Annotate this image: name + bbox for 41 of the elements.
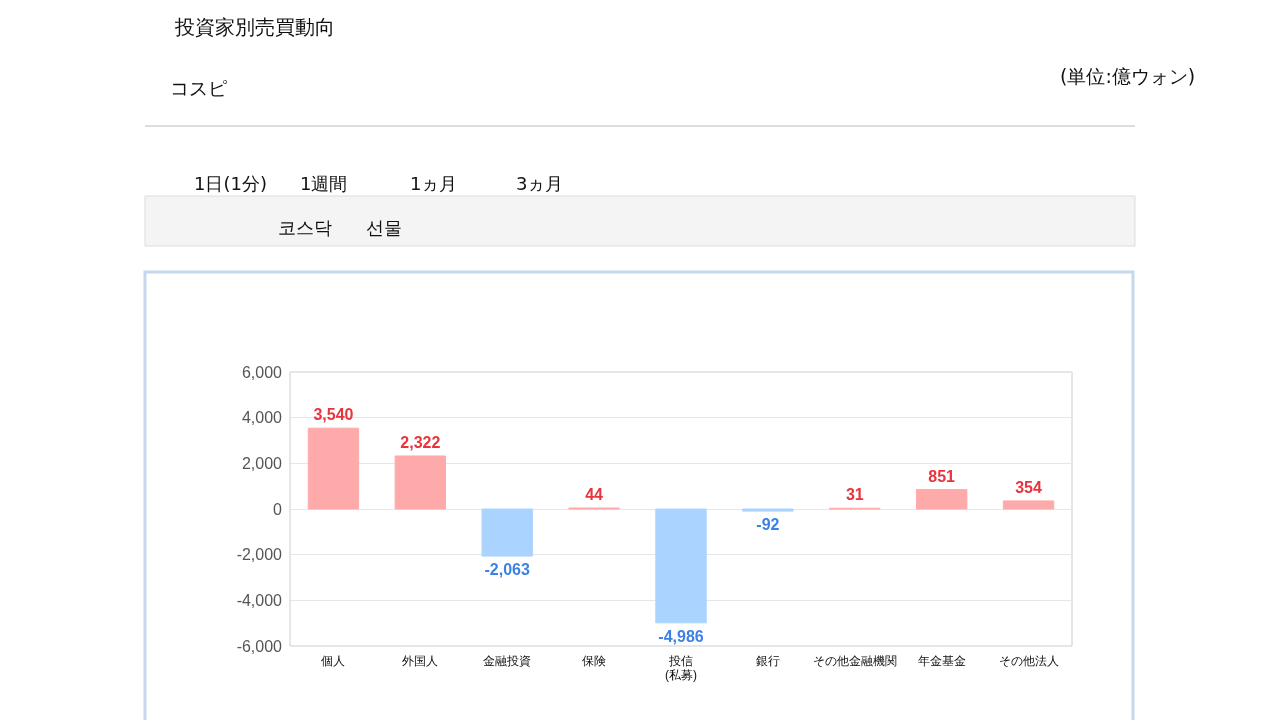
- data-label: 354: [1015, 478, 1042, 496]
- x-tick-label: 保険: [582, 654, 607, 668]
- data-label: 2,322: [400, 433, 441, 451]
- x-tick-label: 銀行: [755, 654, 780, 668]
- text: コスピ: [170, 76, 227, 99]
- y-tick-label: 2,000: [241, 454, 283, 472]
- y-tick-label: -6,000: [236, 637, 283, 655]
- data-label: 851: [928, 467, 956, 485]
- x-tick-label: その他金融機関: [812, 654, 897, 668]
- y-tick-label: 0: [273, 500, 283, 518]
- text: 1日(1分): [194, 172, 267, 194]
- bar: [1002, 500, 1055, 510]
- data-label: 3,540: [313, 406, 354, 424]
- x-tick-label: その他法人: [998, 654, 1059, 668]
- y-tick-label: 4,000: [241, 409, 283, 427]
- text: 1ヵ月: [410, 172, 458, 194]
- bar: [742, 508, 794, 512]
- chart-title: 投資家別売買動向: [174, 15, 335, 39]
- data-label: -4,986: [658, 627, 704, 645]
- bar: [307, 427, 360, 510]
- text: (単位:億ウォン): [1060, 64, 1196, 87]
- x-tick-label: 年金基金: [917, 654, 966, 668]
- y-tick-label: -2,000: [236, 546, 283, 564]
- x-tick-label: 金融投資: [483, 654, 532, 668]
- data-label: -2,063: [484, 561, 530, 579]
- text: 1週間: [300, 172, 348, 194]
- data-label: -92: [756, 516, 780, 534]
- text: 선물: [366, 216, 402, 238]
- data-label: 31: [845, 486, 864, 504]
- bar: [394, 455, 447, 510]
- text: 3ヵ月: [516, 172, 564, 194]
- x-tick-label: 投信 (私募): [665, 654, 697, 682]
- x-tick-label: 外国人: [402, 654, 439, 668]
- bar: [481, 508, 533, 557]
- data-label: 44: [585, 486, 604, 503]
- y-tick-label: -4,000: [236, 591, 283, 609]
- x-tick-label: 個人: [321, 654, 346, 668]
- y-tick-label: 6,000: [241, 363, 283, 381]
- bar: [655, 508, 707, 624]
- bar: [915, 489, 968, 510]
- text: 코스닥: [278, 216, 332, 238]
